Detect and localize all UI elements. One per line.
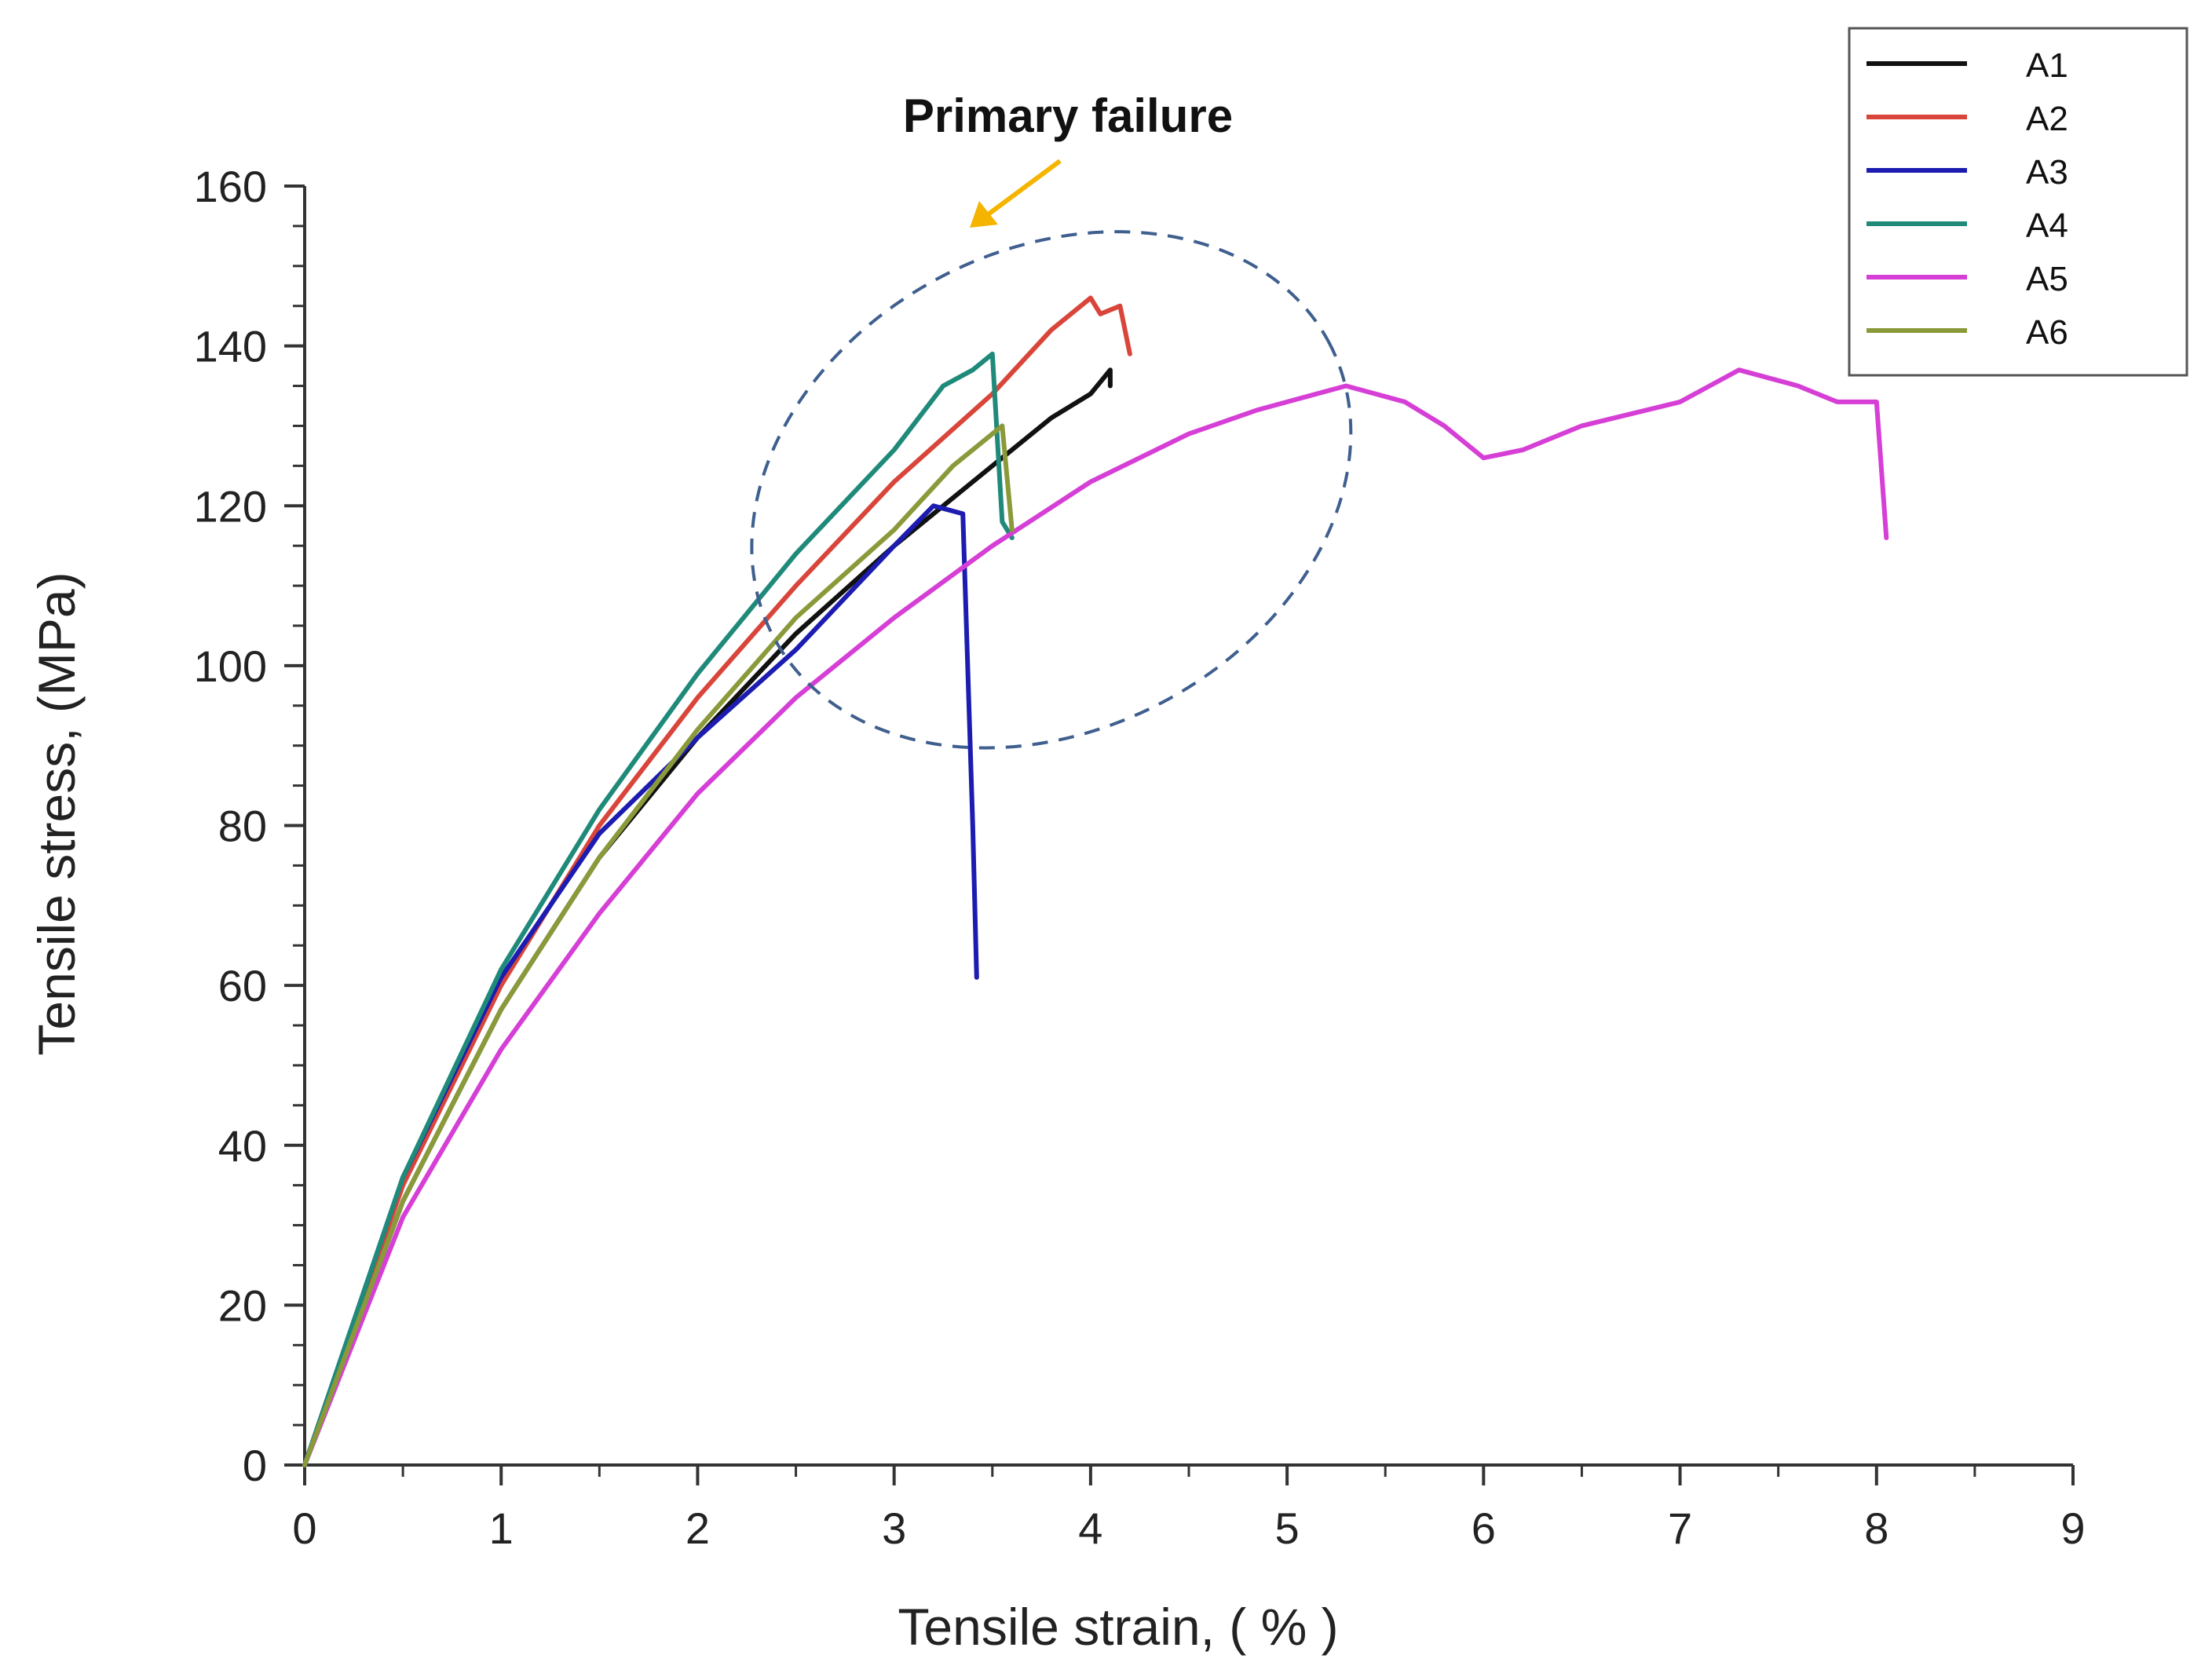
- legend-label-a4: A4: [2026, 206, 2068, 245]
- y-tick-label: 100: [194, 641, 267, 691]
- y-axis-title: Tensile stress, (MPa): [27, 572, 86, 1055]
- y-tick-label: 60: [218, 961, 267, 1010]
- failure-ellipse: [750, 230, 1353, 750]
- x-tick-label: 4: [1078, 1503, 1102, 1553]
- series-line-a3: [302, 503, 979, 1467]
- legend: A1 A2 A3 A4 A5 A6: [1848, 27, 2188, 377]
- annotation-layer: Primary failure: [750, 90, 1353, 750]
- x-tick-label: 7: [1668, 1503, 1692, 1553]
- series-line-a4: [302, 351, 1015, 1467]
- legend-box: [1848, 27, 2188, 377]
- annotation-arrow-line: [979, 159, 1062, 222]
- legend-label-a6: A6: [2026, 313, 2068, 352]
- series-line-a2: [302, 295, 1132, 1467]
- y-tick-label: 80: [218, 802, 267, 851]
- x-tick-label: 2: [686, 1503, 710, 1553]
- x-tick-label: 5: [1275, 1503, 1300, 1553]
- legend-label-a3: A3: [2026, 153, 2068, 192]
- series-layer: [302, 295, 1889, 1467]
- legend-label-a2: A2: [2026, 100, 2068, 138]
- axes-layer: 0 1 2 3 4 5 6 7 8 9 0 20 40 60 80 100 120 140 160: [194, 162, 2086, 1553]
- x-tick-label: 0: [292, 1503, 316, 1553]
- series-line-a5: [302, 367, 1889, 1467]
- x-axis-title: Tensile strain, ( % ): [898, 1598, 1338, 1656]
- axis-titles: Tensile strain, ( % ) Tensile stress, (M…: [27, 572, 1339, 1656]
- series-line-a6: [302, 423, 1015, 1467]
- y-tick-label: 40: [218, 1121, 267, 1171]
- annotation-arrow-head: [970, 201, 998, 228]
- x-tick-label: 9: [2060, 1503, 2085, 1553]
- x-tick-label: 8: [1864, 1503, 1888, 1553]
- y-tick-label: 140: [194, 322, 267, 371]
- series-line-a1: [302, 367, 1113, 1467]
- x-tick-label: 6: [1472, 1503, 1496, 1553]
- annotation-title: Primary failure: [903, 90, 1233, 142]
- y-tick-label: 0: [243, 1441, 267, 1490]
- x-tick-label: 3: [882, 1503, 906, 1553]
- y-tick-label: 160: [194, 162, 267, 211]
- x-tick-label: 1: [489, 1503, 514, 1553]
- legend-label-a5: A5: [2026, 260, 2068, 298]
- legend-label-a1: A1: [2026, 46, 2068, 85]
- y-tick-label: 20: [218, 1281, 267, 1330]
- y-tick-label: 120: [194, 481, 267, 531]
